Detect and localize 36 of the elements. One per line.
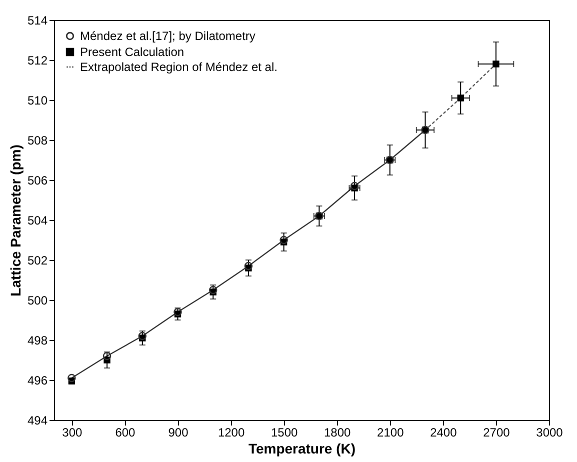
- point: [68, 374, 76, 382]
- x-tick-label: 2400: [430, 426, 458, 440]
- y-tick-label: 496: [27, 374, 48, 388]
- point: [102, 352, 112, 360]
- point: [208, 286, 218, 294]
- x-tick-label: 300: [62, 426, 83, 440]
- x-tick-label: 1800: [324, 426, 352, 440]
- y-tick-label: 510: [27, 94, 48, 108]
- point: [280, 236, 288, 244]
- x-tick-label: 1200: [218, 426, 245, 440]
- y-axis-title: Lattice Parameter (pm): [7, 144, 24, 296]
- point: [457, 94, 464, 102]
- y-tick-label: 514: [27, 14, 48, 28]
- x-axis-title: Temperature (K): [248, 440, 356, 456]
- legend-label: Extrapolated Region of Méndez et al.: [80, 60, 278, 74]
- y-tick-label: 502: [27, 254, 48, 268]
- y-tick-label: 498: [27, 334, 48, 348]
- y-tick-label: 500: [27, 294, 48, 308]
- y-tick-label: 494: [27, 414, 48, 428]
- x-tick-label: 3000: [536, 426, 564, 440]
- y-tick-label: 504: [27, 214, 48, 228]
- legend-label: Méndez et al.[17]; by Dilatometry: [80, 29, 256, 43]
- point: [244, 262, 253, 270]
- point: [492, 60, 500, 68]
- legend-label: Present Calculation: [80, 45, 184, 59]
- x-tick-label: 2100: [377, 426, 404, 440]
- y-tick-label: 512: [27, 54, 48, 68]
- y-tick-label: 506: [27, 174, 48, 188]
- point: [138, 332, 147, 340]
- x-tick-label: 2700: [483, 426, 510, 440]
- x-tick-label: 900: [168, 426, 189, 440]
- y-tick-label: 508: [27, 134, 48, 148]
- x-tick-label: 1500: [270, 426, 298, 440]
- point: [350, 182, 359, 190]
- x-tick-label: 600: [115, 426, 136, 440]
- point: [174, 308, 182, 316]
